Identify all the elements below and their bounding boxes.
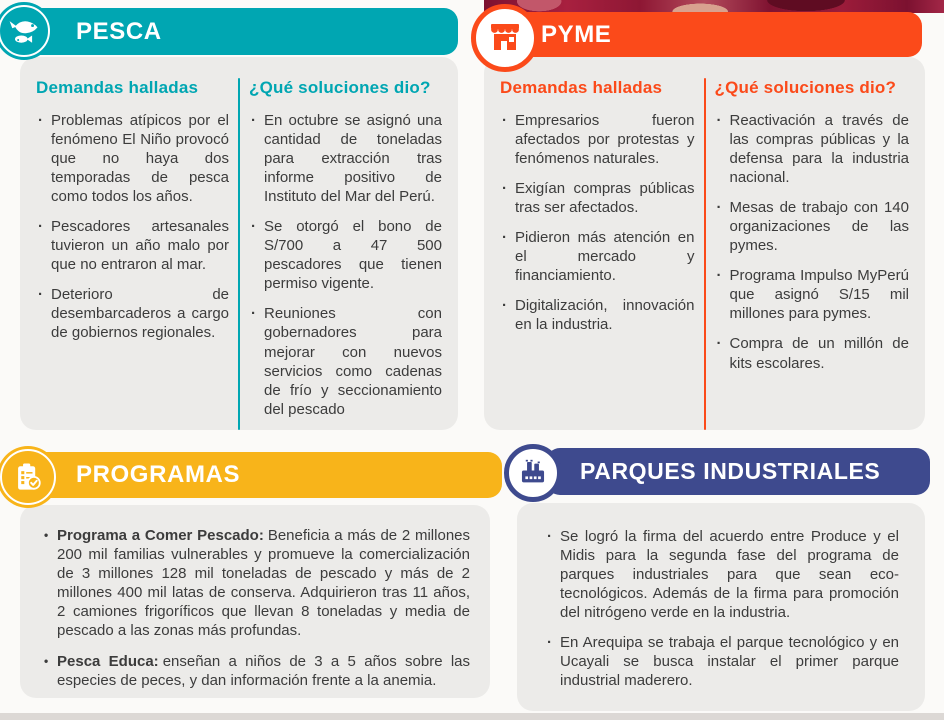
- programas-card: Programa a Comer Pescado:Beneficia a más…: [20, 505, 490, 698]
- list-item: Mesas de trabajo con 140 organizaciones …: [715, 198, 909, 255]
- program-name: Programa a Comer Pescado:: [57, 527, 264, 544]
- factory-icon: [504, 444, 562, 502]
- pyme-title: PYME: [541, 20, 612, 48]
- list-item: Digitalización, innovación en la industr…: [500, 296, 695, 334]
- pyme-demands-list: Empresarios fueron afectados por protest…: [500, 111, 695, 334]
- pesca-demands-column: Demandas halladas Problemas atípicos por…: [36, 78, 229, 430]
- pesca-solutions-heading: ¿Qué soluciones dio?: [249, 78, 431, 97]
- pesca-solutions-list: En octubre se asignó una cantidad de ton…: [249, 111, 442, 419]
- program-name: Pesca Educa:: [57, 653, 159, 671]
- column-divider: [238, 78, 240, 430]
- list-item: En Arequipa se trabaja el parque tecnoló…: [545, 633, 899, 690]
- list-item: Pescadores artesanales tuvieron un año m…: [36, 217, 229, 274]
- list-item: Deterioro de desembarcaderos a cargo de …: [36, 285, 229, 342]
- program-description: Beneficia a más de 2 millones 200 mil fa…: [57, 527, 470, 640]
- pyme-solutions-column: ¿Qué soluciones dio? Reactivación a trav…: [715, 78, 910, 430]
- list-item: Reuniones con gobernadores para mejorar …: [249, 304, 442, 418]
- list-item: Pesca Educa:enseñan a niños de 3 a 5 año…: [42, 652, 470, 690]
- programas-title: PROGRAMAS: [76, 461, 241, 488]
- pesca-demands-heading: Demandas halladas: [36, 78, 199, 97]
- pyme-columns: Demandas halladas Empresarios fueron afe…: [484, 57, 925, 430]
- pesca-columns: Demandas halladas Problemas atípicos por…: [20, 57, 458, 430]
- pyme-demands-column: Demandas halladas Empresarios fueron afe…: [500, 78, 695, 430]
- clipboard-check-icon: [0, 446, 59, 508]
- pyme-demands-heading: Demandas halladas: [500, 78, 663, 97]
- programas-list: Programa a Comer Pescado:Beneficia a más…: [42, 526, 470, 690]
- list-item: Se otorgó el bono de S/700 a 47 500 pesc…: [249, 217, 442, 293]
- pesca-card: Demandas halladas Problemas atípicos por…: [20, 57, 458, 430]
- bottom-edge-strip: [0, 713, 944, 720]
- parques-list: Se logró la firma del acuerdo entre Prod…: [545, 527, 899, 690]
- pesca-header-band: PESCA: [20, 8, 458, 55]
- list-item: En octubre se asignó una cantidad de ton…: [249, 111, 442, 206]
- clipboard-check-icon-glyph: [18, 463, 41, 490]
- list-item: Reactivación a través de las compras púb…: [715, 111, 909, 187]
- parques-title: PARQUES INDUSTRIALES: [580, 458, 881, 484]
- list-item: Programa a Comer Pescado:Beneficia a más…: [42, 526, 470, 640]
- list-item: Problemas atípicos por el fenómeno El Ni…: [36, 111, 229, 206]
- storefront-icon-glyph: [491, 24, 519, 50]
- factory-icon-glyph: [521, 459, 545, 483]
- pyme-card: Demandas halladas Empresarios fueron afe…: [484, 57, 925, 430]
- storefront-icon: [471, 4, 539, 72]
- parques-card: Se logró la firma del acuerdo entre Prod…: [517, 503, 925, 711]
- pyme-solutions-heading: ¿Qué soluciones dio?: [714, 78, 897, 97]
- list-item: Programa Impulso MyPerú que asignó S/15 …: [715, 266, 909, 323]
- program-description: enseñan a niños de 3 a 5 años sobre las …: [57, 653, 470, 690]
- list-item: Se logró la firma del acuerdo entre Prod…: [545, 527, 899, 622]
- parques-header-band: PARQUES INDUSTRIALES: [546, 448, 930, 495]
- pesca-title: PESCA: [76, 17, 162, 45]
- fish-icon: [0, 2, 53, 60]
- column-divider: [703, 78, 706, 430]
- list-item: Pidieron más atención en el mercado y fi…: [500, 228, 695, 285]
- list-item: Empresarios fueron afectados por protest…: [500, 111, 695, 168]
- programas-header-band: PROGRAMAS: [20, 452, 502, 498]
- pesca-demands-list: Problemas atípicos por el fenómeno El Ni…: [36, 111, 229, 343]
- pyme-solutions-list: Reactivación a través de las compras púb…: [715, 111, 909, 373]
- pyme-header-band: PYME: [484, 12, 922, 57]
- photo-edge-strip: [484, 0, 944, 13]
- fish-icon-glyph: [9, 21, 38, 43]
- pesca-solutions-column: ¿Qué soluciones dio? En octubre se asign…: [249, 78, 442, 430]
- list-item: Exigían compras públicas tras ser afecta…: [500, 179, 695, 217]
- list-item: Compra de un millón de kits escolares.: [715, 334, 909, 372]
